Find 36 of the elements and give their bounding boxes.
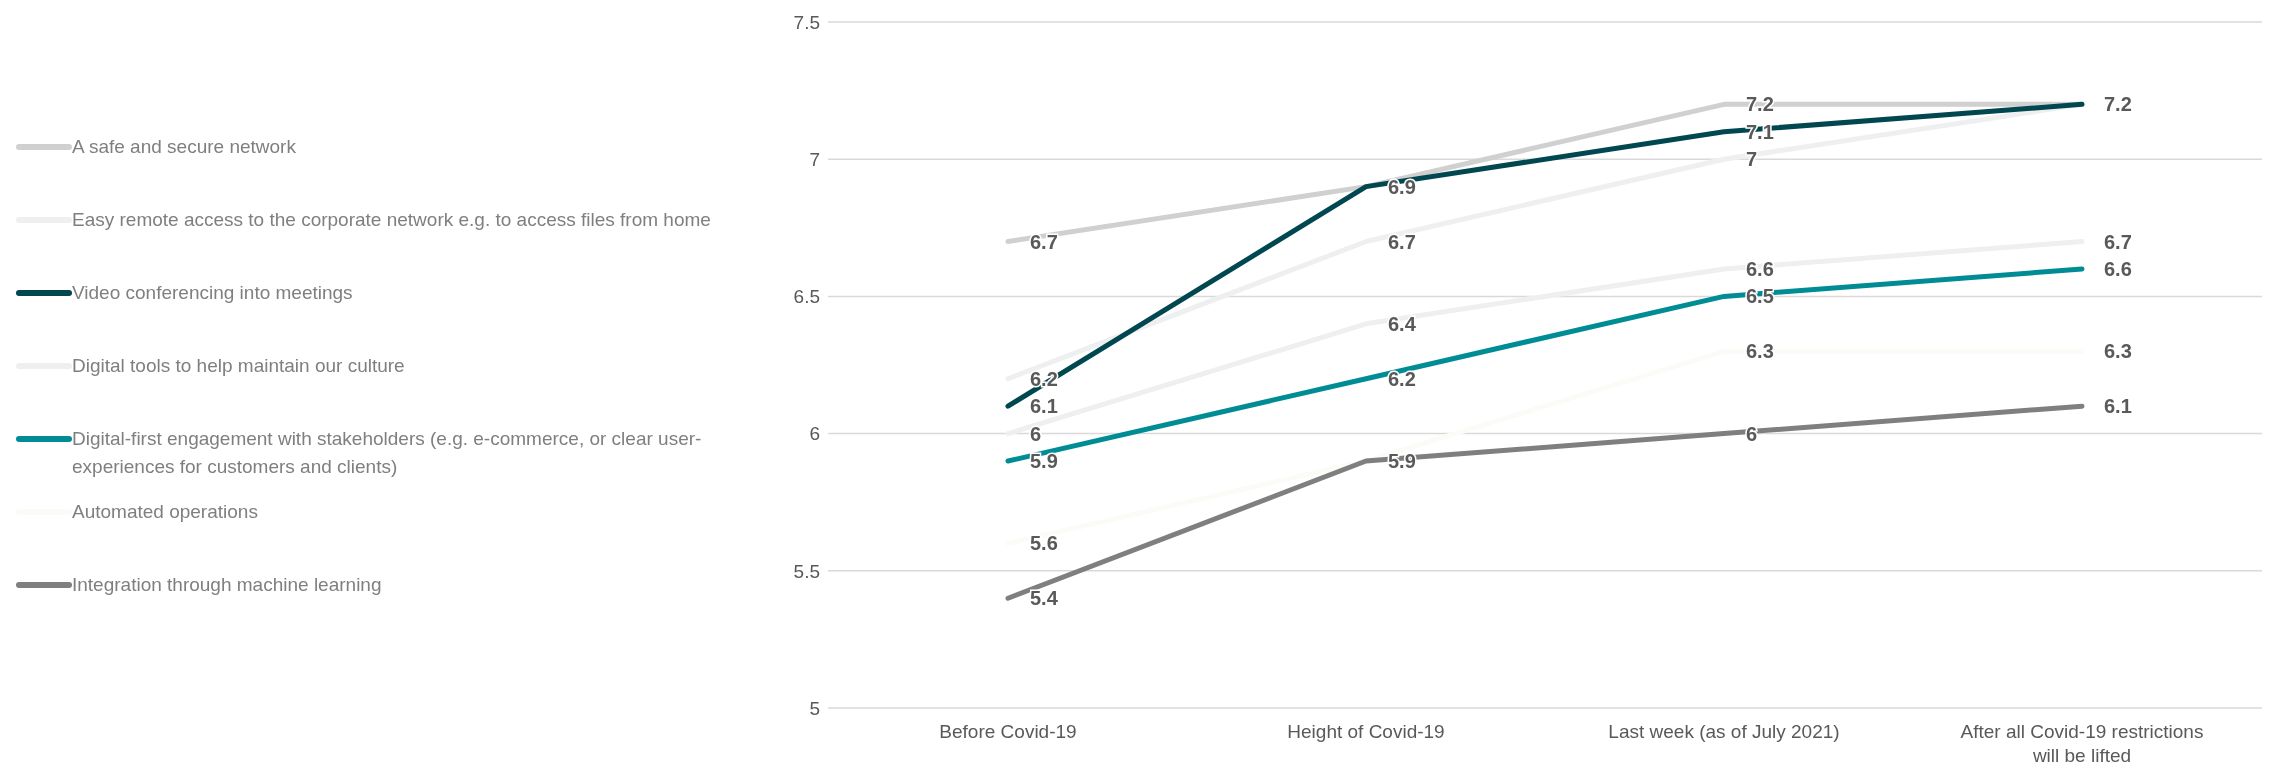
data-label: 6.6: [2104, 257, 2132, 280]
x-tick-label: Before Covid-19: [939, 721, 1077, 742]
x-tick-label: Height of Covid-19: [1287, 721, 1445, 742]
y-tick-label: 7.5: [793, 11, 820, 33]
data-label: 6: [1030, 422, 1042, 445]
data-label: 6.7: [1030, 230, 1058, 253]
data-label: 6.1: [1030, 395, 1058, 418]
legend-label: A safe and secure network: [72, 135, 297, 159]
data-label: 6.7: [2104, 230, 2132, 253]
data-label: 7: [1746, 148, 1758, 171]
data-label: 5.4: [1030, 587, 1059, 610]
data-label: 6.6: [1746, 257, 1774, 280]
y-tick-label: 5.5: [793, 560, 820, 582]
legend-label: Automated operations: [72, 500, 259, 524]
data-label: 5.9: [1030, 450, 1058, 473]
data-label: 6.1: [2104, 395, 2132, 418]
legend-label: Digital-first engagement with stakeholders (e.g. e-commerce, or clear user-experiences for customers and clients): [72, 427, 703, 479]
data-label: 6: [1746, 422, 1758, 445]
y-tick-label: 7: [809, 148, 820, 170]
data-label: 6.3: [1746, 340, 1774, 363]
legend-label: Integration through machine learning: [72, 573, 383, 597]
data-label: 5.6: [1030, 532, 1058, 555]
data-label: 7.2: [2104, 93, 2132, 116]
legend-label: Digital tools to help maintain our culture: [72, 354, 406, 378]
x-tick-label: Last week (as of July 2021): [1608, 721, 1840, 742]
data-label: 6.2: [1388, 367, 1416, 390]
legend-label: Video conferencing into meetings: [72, 281, 354, 305]
y-tick-label: 5: [809, 697, 820, 719]
legend-label: Easy remote access to the corporate network e.g. to access files from home: [72, 208, 712, 232]
x-tick-label: After all Covid-19 restrictions will be lifted: [1960, 721, 2204, 766]
y-tick-label: 6: [809, 423, 820, 445]
data-label: 6.7: [1388, 230, 1416, 253]
data-label: 6.3: [2104, 340, 2132, 363]
y-tick-label: 6.5: [793, 286, 820, 308]
data-label: 7.2: [1746, 93, 1774, 116]
data-label: 6.4: [1388, 312, 1417, 335]
